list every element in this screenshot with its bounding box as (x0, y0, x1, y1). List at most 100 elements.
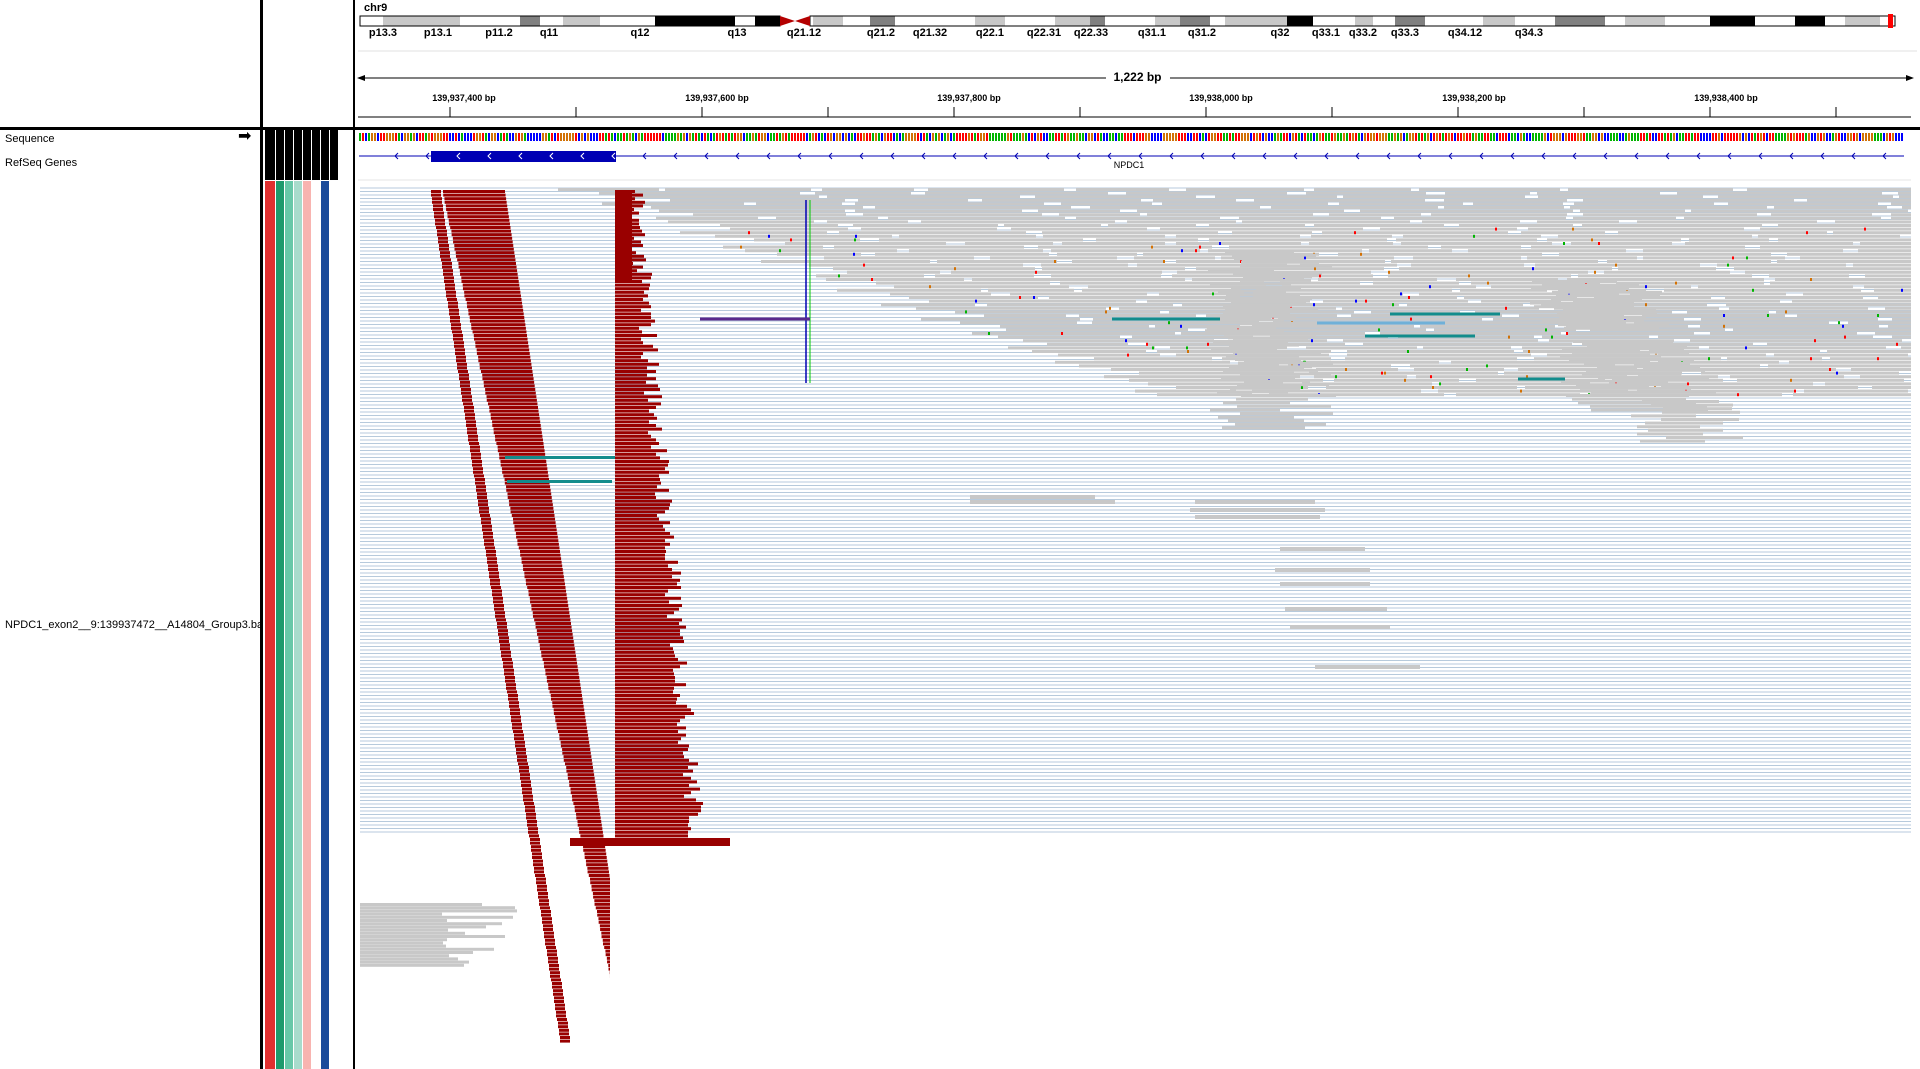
sequence-base (1577, 133, 1579, 141)
soft-clipped-read (478, 359, 531, 363)
aligned-read (1456, 393, 1580, 397)
aligned-read (1760, 227, 1911, 231)
aligned-read (1684, 216, 1881, 220)
soft-clipped-read (451, 326, 461, 330)
strand-arrow-icon[interactable]: ➡ (238, 128, 252, 145)
aligned-read (1566, 394, 1689, 397)
soft-clipped-read (615, 290, 644, 294)
aligned-read (1664, 288, 1861, 292)
sequence-base (623, 133, 625, 141)
cytoband (1313, 16, 1355, 26)
aligned-read (1851, 368, 1911, 371)
sequence-base (1673, 133, 1675, 141)
sequence-base (476, 133, 478, 141)
soft-clipped-read (495, 611, 505, 615)
sequence-base (1364, 133, 1366, 141)
sequence-base (635, 133, 637, 141)
attribute-columns[interactable] (262, 0, 355, 1069)
sequence-base (1241, 133, 1243, 141)
mismatch-base (1035, 270, 1037, 274)
aligned-read (1338, 252, 1542, 256)
gene-strand-arrow (890, 152, 895, 160)
aligned-read (1797, 314, 1911, 317)
sequence-base (869, 133, 871, 141)
gene-strand-arrow (1541, 152, 1546, 160)
panel-divider[interactable] (353, 0, 355, 1069)
soft-clipped-read (492, 589, 502, 593)
aligned-read (1535, 263, 1700, 267)
aligned-read (1380, 227, 1517, 231)
aligned-read (1444, 206, 1564, 209)
sequence-base (650, 133, 652, 141)
soft-clipped-read (487, 402, 538, 406)
aligned-read (1419, 292, 1619, 296)
sequence-base (1484, 133, 1486, 141)
sequence-base (1280, 133, 1282, 141)
sequence-base (1823, 133, 1825, 141)
sequence-base (1766, 133, 1768, 141)
soft-clipped-read (505, 679, 515, 683)
aligned-read (1285, 607, 1387, 611)
sequence-base (1136, 133, 1138, 141)
soft-clipped-read (483, 380, 535, 384)
soft-clipped-read (465, 298, 522, 301)
soft-clipped-read (444, 200, 507, 204)
alignment-track-name[interactable]: NPDC1_exon2__9:139937472__A14804_Group3.… (5, 619, 273, 631)
sequence-base (911, 133, 913, 141)
soft-clipped-read (431, 193, 441, 197)
aligned-read (1858, 249, 1911, 253)
aligned-read (1213, 340, 1288, 343)
soft-clipped-read (460, 384, 470, 388)
aligned-read (1661, 418, 1739, 421)
soft-clipped-read (516, 748, 526, 751)
panel-divider[interactable] (260, 0, 263, 1069)
cytoband-label: q22.1 (976, 27, 1004, 39)
gene-strand-arrow (1076, 152, 1081, 160)
aligned-read (1872, 386, 1911, 389)
soft-clipped-read (511, 715, 521, 719)
soft-clipped-read (451, 233, 512, 237)
aligned-read (1598, 376, 1709, 379)
soft-clipped-read (615, 384, 658, 388)
aligned-read (1096, 238, 1198, 242)
soft-clipped-read (541, 910, 551, 913)
soft-clipped-read (615, 697, 677, 701)
sequence-base (1679, 133, 1681, 141)
mismatch-base (1520, 389, 1522, 393)
soft-clipped-read (570, 791, 597, 795)
aligned-read (1691, 209, 1908, 213)
sequence-base (488, 133, 490, 141)
soft-clipped-read (615, 402, 661, 406)
sequence-base (1022, 133, 1024, 141)
aligned-read (1727, 357, 1822, 361)
gene-strand-arrow (766, 152, 771, 160)
soft-clipped-read (569, 780, 596, 784)
soft-clipped-read (530, 600, 568, 604)
soft-clipped-read (615, 600, 669, 604)
soft-clipped-read (514, 737, 524, 741)
sequence-base (1367, 133, 1369, 141)
centromere (780, 16, 795, 26)
gene-strand-arrow (1665, 152, 1670, 160)
soft-clipped-read (615, 686, 674, 690)
soft-clipped-read (520, 550, 560, 553)
mismatch-base (1675, 281, 1677, 285)
mismatch-base (1687, 382, 1689, 386)
sequence-base (1775, 133, 1777, 141)
sequence-base (782, 133, 784, 141)
gene-name-label[interactable]: NPDC1 (1113, 160, 1145, 170)
soft-clipped-read (615, 420, 649, 424)
chromosome-ideogram[interactable]: p24.2p23p22.3p22.1p21.2p21.1p13.3p13.1p1… (355, 0, 1920, 120)
sequence-base (959, 133, 961, 141)
aligned-read (1280, 281, 1360, 285)
mismatch-base (779, 249, 781, 253)
alignment-view[interactable] (355, 0, 1920, 1069)
refseq-track-name[interactable]: RefSeq Genes (5, 157, 78, 169)
sequence-track-name[interactable]: Sequence (5, 133, 55, 145)
sequence-base (1487, 133, 1489, 141)
aligned-read (1252, 324, 1414, 328)
sequence-base (416, 133, 418, 141)
cytoband (1355, 16, 1373, 26)
aligned-read (1898, 191, 1911, 195)
soft-clipped-read (615, 636, 683, 640)
